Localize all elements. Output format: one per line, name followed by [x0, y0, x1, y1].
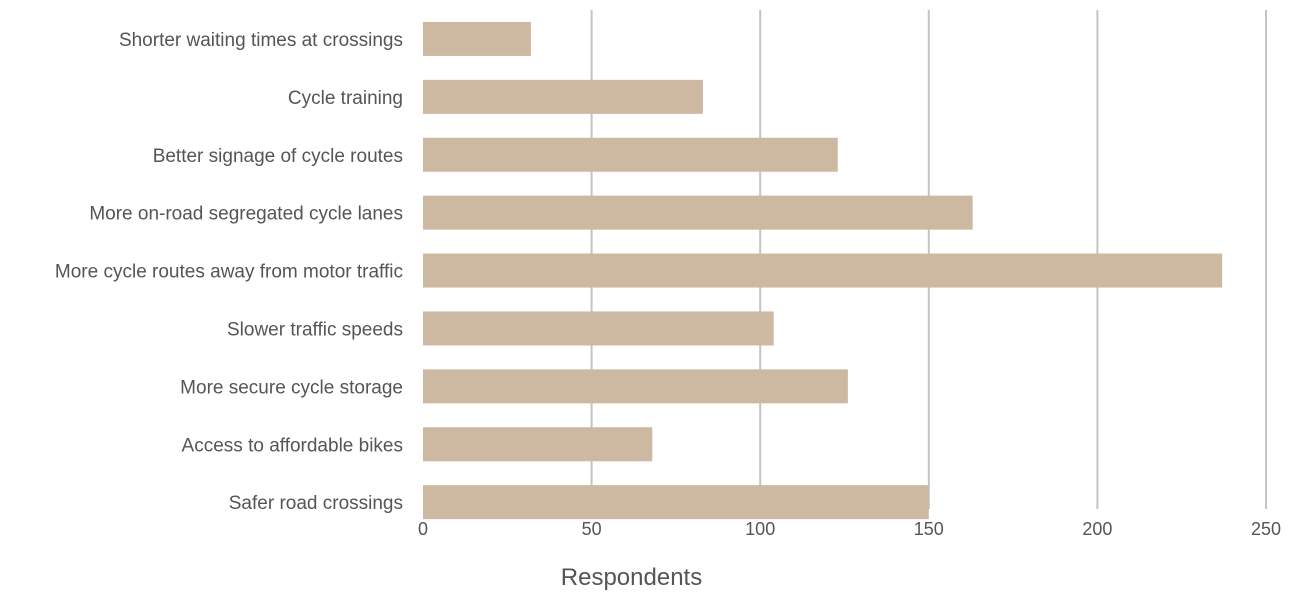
- bar: [423, 253, 1223, 288]
- category-label: More on-road segregated cycle lanes: [89, 204, 403, 225]
- category-label: Shorter waiting times at crossings: [119, 30, 403, 51]
- x-tick-label: 100: [745, 519, 775, 539]
- x-axis-title: Respondents: [561, 564, 702, 591]
- x-tick-label: 50: [582, 519, 602, 539]
- category-labels: Shorter waiting times at crossings Cycle …: [55, 30, 403, 514]
- x-tick-label: 200: [1082, 519, 1112, 539]
- bar: [423, 195, 973, 230]
- bar: [423, 79, 703, 114]
- bar: [423, 311, 774, 346]
- x-tick-label: 0: [418, 519, 428, 539]
- category-label: Cycle training: [288, 88, 403, 109]
- category-label: More cycle routes away from motor traffi…: [55, 262, 403, 283]
- category-label: More secure cycle storage: [180, 377, 403, 398]
- bar: [423, 137, 838, 172]
- bar: [423, 485, 929, 520]
- x-tick-label: 250: [1251, 519, 1281, 539]
- category-label: Safer road crossings: [229, 493, 403, 514]
- category-label: Better signage of cycle routes: [153, 146, 403, 167]
- bar: [423, 369, 848, 404]
- bars: [423, 21, 1223, 520]
- bar: [423, 427, 653, 462]
- bar: [423, 21, 531, 56]
- x-tick-label: 150: [914, 519, 944, 539]
- category-label: Access to affordable bikes: [182, 435, 403, 456]
- category-label: Slower traffic speeds: [227, 319, 403, 340]
- x-tick-labels: 0 50 100 150 200 250: [418, 519, 1281, 539]
